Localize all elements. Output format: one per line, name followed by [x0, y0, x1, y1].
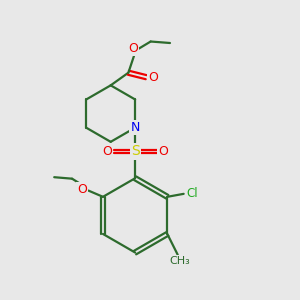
Text: S: S: [131, 145, 140, 158]
Text: O: O: [77, 183, 87, 196]
Text: CH₃: CH₃: [170, 256, 190, 266]
Text: O: O: [158, 145, 168, 158]
Text: N: N: [130, 121, 140, 134]
Text: Cl: Cl: [187, 187, 198, 200]
Text: O: O: [148, 71, 158, 84]
Text: O: O: [102, 145, 112, 158]
Text: O: O: [128, 42, 138, 56]
